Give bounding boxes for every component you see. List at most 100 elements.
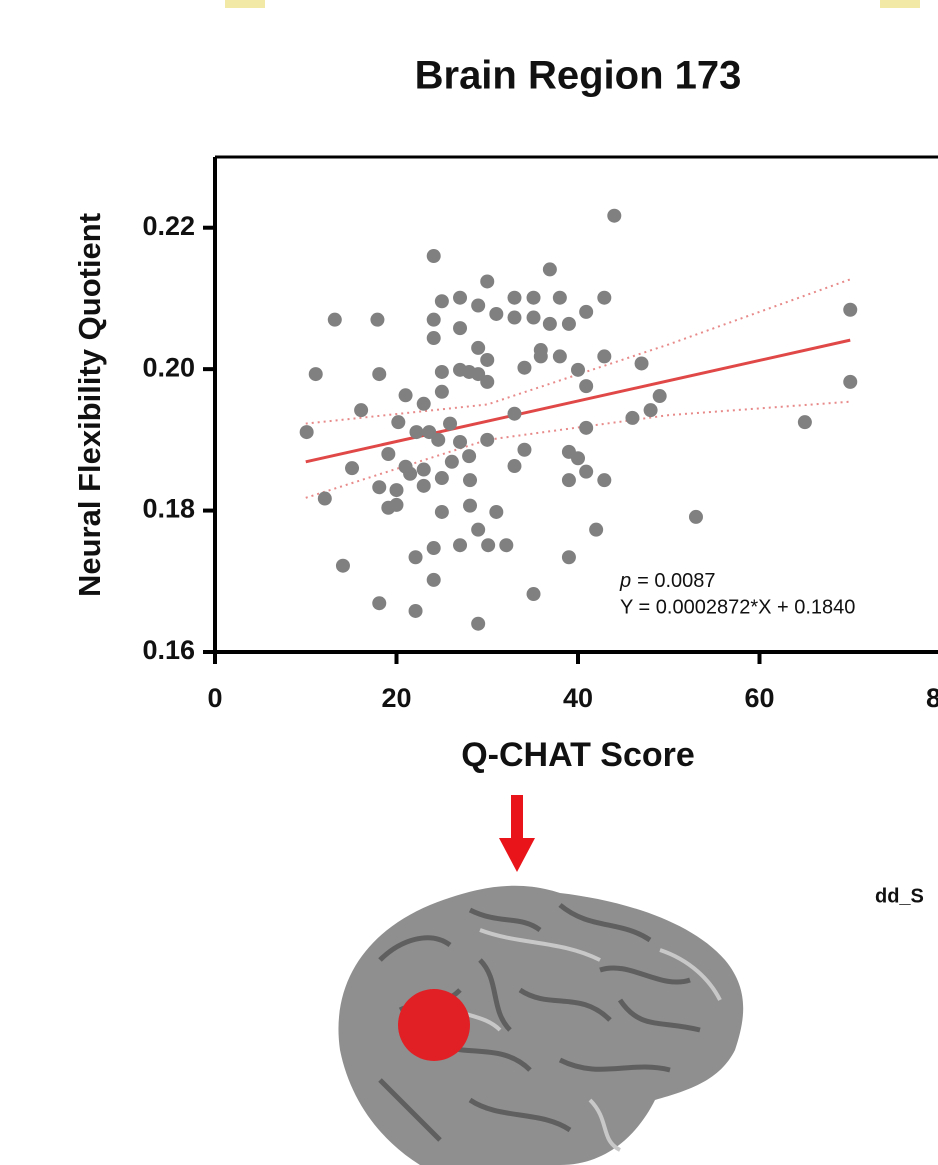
y-axis-label: Neural Flexibility Quotient bbox=[72, 213, 107, 597]
x-tick-label: 80 bbox=[926, 683, 938, 713]
data-point bbox=[327, 312, 342, 327]
data-point bbox=[389, 497, 404, 512]
x-tick-label: 40 bbox=[563, 683, 593, 713]
data-point bbox=[317, 491, 332, 506]
data-point bbox=[571, 451, 585, 466]
data-point bbox=[579, 464, 594, 479]
data-point bbox=[542, 316, 557, 331]
data-point bbox=[507, 459, 522, 474]
data-point bbox=[507, 310, 522, 325]
decoration bbox=[225, 0, 265, 8]
x-tick-label: 60 bbox=[744, 683, 774, 713]
y-tick-label: 0.18 bbox=[142, 494, 195, 524]
data-point bbox=[463, 473, 478, 488]
data-point bbox=[634, 356, 649, 371]
data-point bbox=[416, 478, 431, 493]
data-point bbox=[391, 415, 406, 430]
data-point bbox=[426, 249, 441, 263]
data-point bbox=[517, 442, 532, 457]
data-point bbox=[471, 367, 486, 382]
data-point bbox=[453, 321, 468, 336]
data-point bbox=[434, 471, 449, 486]
data-point bbox=[426, 312, 441, 327]
data-point bbox=[444, 454, 459, 469]
x-tick-label: 20 bbox=[381, 683, 411, 713]
data-point bbox=[426, 572, 441, 587]
data-point bbox=[507, 290, 522, 305]
data-point bbox=[453, 290, 468, 305]
data-point bbox=[533, 349, 548, 364]
x-axis-label: Q-CHAT Score bbox=[461, 736, 695, 774]
data-point bbox=[434, 384, 449, 399]
y-tick-label: 0.20 bbox=[142, 352, 195, 382]
data-point bbox=[426, 331, 441, 346]
arrow bbox=[499, 795, 535, 872]
data-point bbox=[471, 340, 486, 355]
data-point bbox=[552, 290, 567, 305]
data-point bbox=[579, 420, 594, 435]
data-point bbox=[403, 466, 418, 481]
data-point bbox=[597, 290, 612, 305]
data-point bbox=[499, 538, 514, 553]
side-label: dd_S bbox=[875, 885, 924, 907]
data-point bbox=[489, 306, 504, 321]
annotation-equation: Y = 0.0002872*X + 0.1840 bbox=[620, 596, 855, 618]
confidence-band bbox=[305, 400, 851, 499]
data-point bbox=[480, 352, 495, 367]
data-point bbox=[381, 447, 396, 461]
data-point bbox=[597, 473, 612, 488]
data-point bbox=[526, 587, 541, 602]
data-point bbox=[843, 302, 858, 317]
data-point bbox=[561, 550, 576, 565]
data-point bbox=[453, 434, 468, 449]
data-point bbox=[453, 538, 468, 553]
decoration bbox=[880, 0, 920, 8]
data-point bbox=[507, 406, 522, 421]
data-point bbox=[797, 415, 812, 430]
data-point bbox=[434, 504, 449, 519]
data-point bbox=[489, 504, 504, 519]
data-point bbox=[354, 403, 369, 418]
data-point bbox=[652, 389, 667, 404]
data-point bbox=[589, 522, 604, 537]
data-point bbox=[579, 379, 594, 394]
data-point bbox=[471, 522, 486, 537]
data-point bbox=[471, 616, 486, 631]
y-tick-label: 0.22 bbox=[142, 211, 195, 241]
data-point bbox=[422, 425, 437, 440]
data-point bbox=[308, 367, 323, 382]
data-point bbox=[643, 403, 658, 418]
data-point bbox=[426, 541, 441, 556]
data-point bbox=[561, 473, 576, 488]
confidence-band bbox=[305, 278, 851, 425]
data-point bbox=[434, 364, 449, 379]
data-point bbox=[480, 374, 495, 389]
data-point bbox=[517, 360, 532, 375]
data-point bbox=[463, 498, 478, 513]
data-point bbox=[408, 603, 423, 618]
y-tick-label: 0.16 bbox=[142, 635, 195, 665]
annotation-p-symbol: p bbox=[619, 570, 631, 592]
data-point bbox=[607, 208, 622, 223]
data-point bbox=[398, 388, 413, 403]
data-point bbox=[299, 425, 314, 440]
data-point bbox=[370, 312, 385, 327]
data-point bbox=[579, 304, 594, 319]
data-point bbox=[431, 432, 446, 447]
data-point bbox=[345, 461, 360, 476]
data-point bbox=[561, 316, 576, 331]
data-point bbox=[843, 374, 858, 389]
data-point bbox=[434, 294, 449, 309]
data-point bbox=[372, 480, 387, 495]
data-point bbox=[526, 310, 541, 325]
data-point bbox=[389, 483, 404, 498]
data-point bbox=[625, 410, 640, 425]
annotation: p = 0.0087 bbox=[619, 570, 716, 592]
data-point bbox=[408, 550, 423, 565]
x-tick-label: 0 bbox=[207, 683, 222, 713]
data-point bbox=[480, 432, 495, 447]
brain-image bbox=[338, 885, 744, 1165]
data-point bbox=[335, 558, 350, 573]
data-point bbox=[462, 449, 477, 464]
